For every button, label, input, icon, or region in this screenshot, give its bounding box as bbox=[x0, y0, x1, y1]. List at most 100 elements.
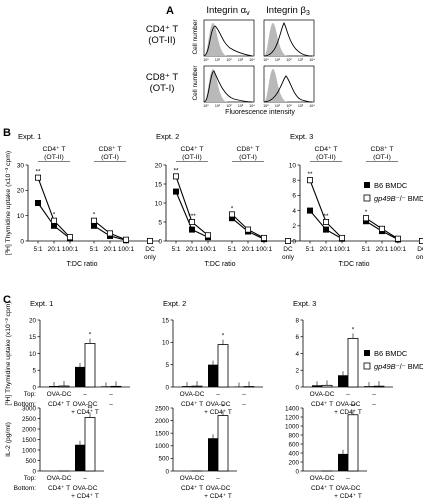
significance-star: ** bbox=[350, 403, 356, 410]
histogram-tick-label: 10¹ bbox=[275, 104, 281, 108]
top-row-label: Top: bbox=[24, 475, 36, 482]
x-tick-label: 20:1 bbox=[320, 246, 333, 253]
group-header-line1: CD4⁺ T bbox=[180, 146, 203, 153]
top-condition-label: – bbox=[216, 475, 220, 482]
staining-histogram-line bbox=[263, 22, 313, 57]
ko-bar bbox=[347, 338, 359, 388]
bottom-condition-label: OVA-DC bbox=[336, 401, 361, 408]
significance-star: * bbox=[222, 404, 225, 411]
panel-a-row-2-line1: CD8⁺ T bbox=[146, 72, 178, 83]
ko-bar bbox=[321, 384, 333, 388]
group-header-line2: (OT-I) bbox=[239, 154, 257, 161]
chart-title: Expt. 1 bbox=[18, 132, 41, 141]
y-tick-label: 15 bbox=[29, 334, 37, 341]
bottom-condition-label: + CD4⁺ T bbox=[204, 409, 232, 416]
group-header-line2: (OT-II) bbox=[44, 154, 64, 161]
bottom-condition-label: + CD4⁺ T bbox=[71, 493, 99, 500]
ko-bar bbox=[191, 385, 203, 388]
significance-star: ** bbox=[87, 405, 93, 412]
bottom-condition-label: CD4⁺ T bbox=[48, 401, 70, 408]
x-tick-label: 100:1 bbox=[390, 246, 407, 253]
y-tick-label: 4 bbox=[295, 351, 299, 358]
panel-a-letter: A bbox=[166, 5, 174, 17]
bottom-condition-label: – bbox=[242, 401, 246, 408]
top-condition-label: – bbox=[216, 391, 220, 398]
histogram-tick-label: 10⁰ bbox=[203, 104, 209, 108]
x-axis-label: T:DC ratio bbox=[204, 261, 235, 268]
b6-bar bbox=[101, 386, 111, 387]
x-tick-label: 5:1 bbox=[305, 246, 314, 253]
panel-a-row-2-line2: (OT-I) bbox=[150, 83, 175, 94]
top-condition-label: – bbox=[83, 391, 87, 398]
ko-point bbox=[204, 232, 211, 239]
y-tick-label: 0 bbox=[295, 384, 299, 391]
x-tick-label: 5:1 bbox=[361, 246, 370, 253]
b6-point bbox=[322, 226, 329, 233]
y-tick-label: 0 bbox=[158, 238, 162, 245]
legend-b-b6-label: B6 BMDC bbox=[374, 181, 408, 190]
histogram-box bbox=[203, 19, 255, 57]
histogram-tick-label: 10² bbox=[286, 58, 292, 62]
bottom-condition-label: CD4⁺ T bbox=[311, 485, 333, 492]
y-tick-label: 5 bbox=[165, 362, 169, 369]
legend-c-b6-swatch bbox=[364, 350, 370, 356]
y-tick-label: 2500 bbox=[22, 416, 37, 423]
histogram-box bbox=[263, 65, 315, 103]
ko-point bbox=[378, 225, 385, 232]
y-tick-label: 2 bbox=[292, 223, 296, 230]
histogram-tick-label: 10³ bbox=[238, 58, 244, 62]
group-header-line2: (OT-I) bbox=[373, 154, 391, 161]
x-tick-label: only bbox=[144, 254, 157, 261]
histogram-tick-label: 10⁰ bbox=[203, 58, 209, 62]
b6-point bbox=[172, 188, 179, 195]
bottom-condition-label: CD4⁺ T bbox=[181, 401, 203, 408]
panel-b-letter: B bbox=[3, 127, 11, 139]
y-tick-label: 20 bbox=[155, 162, 163, 169]
top-condition-label: OVA-DC bbox=[310, 391, 335, 398]
bottom-condition-label: OVA-DC bbox=[206, 401, 231, 408]
y-tick-label: 0 bbox=[165, 468, 169, 475]
panel-a-ylabel-2: Cell number bbox=[192, 65, 199, 101]
top-condition-label: – bbox=[346, 391, 350, 398]
top-row-label: Top: bbox=[24, 391, 36, 398]
ko-bar bbox=[110, 385, 122, 388]
b6-point bbox=[35, 199, 42, 206]
panel-a-col-title-1: Integrin αv bbox=[206, 5, 250, 17]
b6-bar bbox=[208, 364, 218, 387]
histogram-box bbox=[203, 65, 255, 103]
histogram-tick-label: 10⁴ bbox=[309, 58, 315, 62]
y-tick-label: 8 bbox=[292, 178, 296, 185]
b6-point bbox=[91, 222, 98, 229]
ko-point bbox=[306, 177, 313, 184]
histogram-tick-label: 10⁴ bbox=[249, 104, 255, 108]
y-tick-label: 0 bbox=[32, 468, 36, 475]
y-tick-label: 10 bbox=[29, 351, 37, 358]
significance-star: * bbox=[231, 205, 234, 212]
y-tick-label: 0 bbox=[32, 384, 36, 391]
histogram-tick-label: 10⁴ bbox=[249, 58, 255, 62]
bottom-condition-label: CD4⁺ T bbox=[48, 485, 70, 492]
y-tick-label: 0 bbox=[20, 238, 24, 245]
x-tick-label: 100:1 bbox=[256, 246, 273, 253]
legend-b-ko-swatch bbox=[363, 194, 371, 202]
ko-point bbox=[418, 237, 423, 244]
bottom-condition-label: + CD4⁺ T bbox=[334, 409, 362, 416]
y-tick-label: 0 bbox=[295, 468, 299, 475]
y-tick-label: 6 bbox=[295, 334, 299, 341]
b6-point bbox=[188, 226, 195, 233]
ko-point bbox=[123, 236, 130, 243]
x-axis-label: T:DC ratio bbox=[338, 261, 369, 268]
bottom-condition-label: + CD4⁺ T bbox=[334, 493, 362, 500]
significance-star: * bbox=[352, 326, 355, 333]
ko-point bbox=[172, 173, 179, 180]
histogram-tick-label: 10⁴ bbox=[309, 104, 315, 108]
chart-title: Expt. 1 bbox=[30, 299, 53, 308]
y-tick-label: 10 bbox=[289, 162, 297, 169]
y-tick-label: 200 bbox=[288, 459, 299, 466]
group-header-line1: CD8⁺ T bbox=[236, 146, 259, 153]
group-header-line1: CD8⁺ T bbox=[98, 146, 121, 153]
bottom-condition-label: CD4⁺ T bbox=[181, 485, 203, 492]
panel-c-letter: C bbox=[3, 294, 11, 306]
staining-histogram-line bbox=[203, 70, 253, 103]
